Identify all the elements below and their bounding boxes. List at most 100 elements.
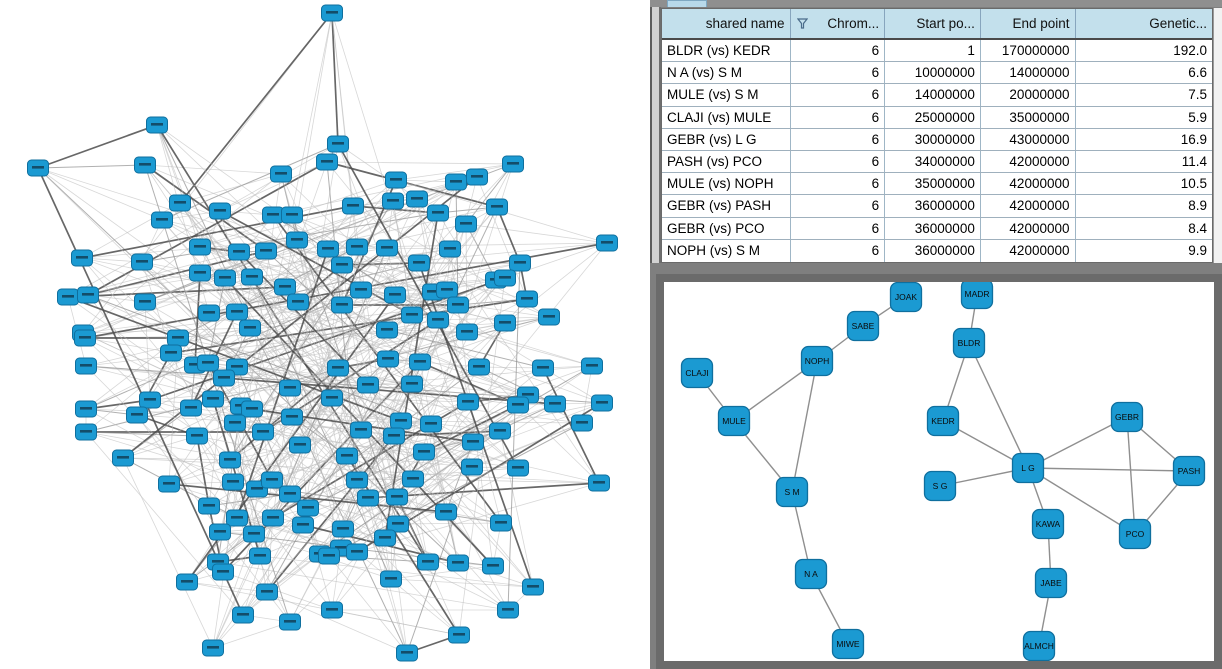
overview-edge[interactable] [284,286,534,588]
subnetwork-edge-l-g-pash[interactable] [1027,467,1190,472]
overview-node[interactable] [350,421,372,439]
overview-node[interactable] [406,190,428,208]
overview-node[interactable] [213,369,235,387]
table-row[interactable]: GEBR (vs) L G 6 30000000 43000000 16.9 [662,128,1212,151]
overview-node[interactable] [189,238,211,256]
overview-node[interactable] [380,570,402,588]
overview-edge[interactable] [222,423,432,573]
table-cell[interactable]: 36000000 [885,239,981,262]
overview-node[interactable] [482,557,504,575]
table-cell[interactable]: 42000000 [981,195,1076,217]
overview-node[interactable] [327,359,349,377]
table-cell[interactable]: 16.9 [1180,131,1207,147]
overview-node[interactable] [509,254,531,272]
overview-edge[interactable] [430,423,459,564]
overview-edge[interactable] [356,482,600,553]
overview-node[interactable] [507,396,529,414]
overview-edge[interactable] [136,414,362,431]
table-cell[interactable]: 36000000 [885,217,981,239]
overview-edge[interactable] [85,365,238,519]
column-header-genetic[interactable]: Genetic... [1076,9,1212,38]
overview-node[interactable] [376,239,398,257]
overview-node[interactable] [331,256,353,274]
overview-node[interactable] [255,242,277,260]
table-cell[interactable]: 6 [791,239,886,262]
table-cell[interactable]: MULE (vs) S M [662,84,791,106]
overview-edge[interactable] [328,422,583,557]
subnetwork-edge-noph-s-m[interactable] [791,360,818,493]
overview-node[interactable] [189,264,211,282]
overview-node[interactable] [214,269,236,287]
subnetwork-node-s-g[interactable]: S G [923,470,957,502]
overview-node[interactable] [139,391,161,409]
overview-edge[interactable] [397,466,473,525]
overview-node[interactable] [219,451,241,469]
column-header-chrom[interactable]: Chrom... [791,9,886,38]
overview-edge[interactable] [144,301,151,401]
table-cell[interactable]: PASH (vs) PCO [662,150,791,173]
subnetwork-edge-bldr-l-g[interactable] [968,342,1029,469]
overview-edge[interactable] [144,164,267,252]
overview-node[interactable] [494,269,516,287]
overview-edge[interactable] [299,444,398,498]
overview-edge[interactable] [87,294,333,611]
table-cell[interactable]: 20000000 [981,84,1076,106]
overview-node[interactable] [321,601,343,619]
overview-node[interactable] [131,253,153,271]
table-cell[interactable]: 25000000 [885,106,981,128]
overview-node[interactable] [461,458,483,476]
table-cell[interactable]: 35000000 [885,173,981,195]
overview-node[interactable] [445,173,467,191]
table-cell[interactable]: GEBR (vs) PASH [662,195,791,217]
table-cell[interactable]: 34000000 [885,150,981,173]
overview-node[interactable] [281,408,303,426]
overview-node[interactable] [126,406,148,424]
overview-edge[interactable] [499,430,534,588]
table-cell[interactable]: 11.4 [1181,153,1207,169]
table-row[interactable]: PASH (vs) PCO 6 34000000 42000000 11.4 [662,150,1212,174]
overview-node[interactable] [316,153,338,171]
table-row[interactable]: MULE (vs) NOPH 6 35000000 42000000 10.5 [662,173,1212,196]
subnetwork-node-jabe[interactable]: JABE [1034,567,1068,599]
overview-edge[interactable] [342,404,519,530]
overview-edge[interactable] [423,451,509,611]
subnetwork-node-sabe[interactable]: SABE [846,310,880,342]
overview-edge[interactable] [217,561,509,611]
overview-node[interactable] [456,323,478,341]
overview-node[interactable] [544,395,566,413]
overview-edge[interactable] [37,164,146,169]
overview-edge[interactable] [87,294,432,425]
overview-node[interactable] [289,436,311,454]
table-cell[interactable]: 10.5 [1180,176,1207,192]
overview-node[interactable] [436,281,458,299]
table-cell[interactable]: 36000000 [885,195,981,217]
overview-edge[interactable] [326,161,514,165]
overview-edge[interactable] [251,276,392,580]
overview-edge[interactable] [328,555,429,563]
overview-node[interactable] [401,306,423,324]
overview-node[interactable] [27,159,49,177]
overview-node[interactable] [401,375,423,393]
overview-edge[interactable] [406,466,473,654]
overview-edge[interactable] [122,457,214,649]
table-cell[interactable]: 6 [791,217,886,239]
overview-node[interactable] [239,319,261,337]
overview-node[interactable] [439,240,461,258]
overview-node[interactable] [384,286,406,304]
overview-node[interactable] [209,523,231,541]
overview-node[interactable] [402,470,424,488]
overview-node[interactable] [226,303,248,321]
overview-node[interactable] [387,515,409,533]
overview-edge[interactable] [395,179,600,484]
overview-edge[interactable] [199,246,593,367]
overview-node[interactable] [176,573,198,591]
table-cell[interactable]: MULE (vs) NOPH [662,173,791,195]
overview-node[interactable] [292,516,314,534]
table-cell[interactable]: 6 [791,40,886,62]
table-row[interactable]: MULE (vs) S M 6 14000000 20000000 7.5 [662,84,1212,107]
overview-edge[interactable] [85,365,291,389]
overview-edge[interactable] [85,408,304,526]
table-cell[interactable]: 14000000 [885,84,981,106]
subnetwork-node-pco[interactable]: PCO [1118,518,1152,550]
column-header-start-po[interactable]: Start po... [885,9,981,38]
